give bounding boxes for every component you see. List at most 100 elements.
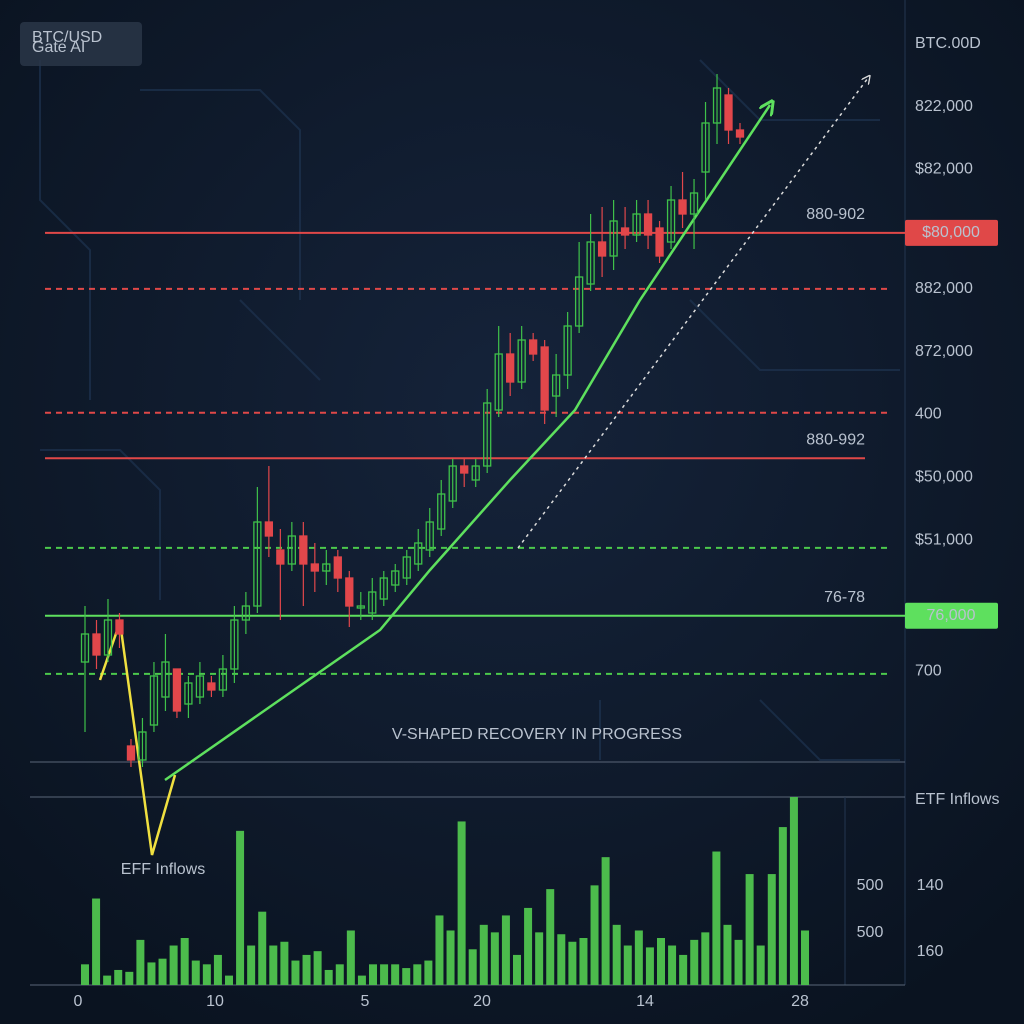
annotation: V-SHAPED RECOVERY IN PROGRESS — [392, 726, 682, 743]
inflow-bar — [202, 964, 211, 985]
candle-body — [333, 556, 342, 579]
level-label: 76-78 — [824, 589, 865, 606]
inflow-bar — [269, 945, 278, 985]
candle-body — [540, 346, 549, 411]
candle-body — [643, 213, 653, 236]
candle-body — [666, 199, 676, 243]
volume-axis-label: 140 — [917, 877, 944, 894]
grid — [30, 0, 906, 986]
x-tick-label: 20 — [473, 993, 491, 1010]
candle-body — [414, 542, 423, 565]
inflow-bar — [524, 907, 533, 985]
yellow-v-line — [98, 621, 177, 856]
candle-body — [597, 241, 607, 257]
candle-body — [218, 668, 228, 691]
y-tick-label: $51,000 — [915, 531, 973, 548]
y-tick-label: 882,000 — [915, 280, 973, 297]
inflow-bar — [557, 934, 566, 985]
candle-body — [103, 619, 113, 656]
candle-body — [195, 675, 205, 698]
candle-body — [655, 227, 664, 257]
candle-body — [483, 402, 492, 467]
candle-body — [115, 619, 124, 635]
inflow-bar — [125, 971, 134, 985]
candle-body — [701, 122, 710, 173]
inflow-bar — [136, 939, 145, 985]
candle-body — [287, 535, 296, 565]
inflow-bar — [413, 964, 422, 985]
y-tick-label: 700 — [915, 662, 942, 679]
y-tick-label: $82,000 — [915, 160, 973, 177]
level-label: 880-902 — [806, 206, 865, 223]
candle-body — [712, 87, 722, 124]
y-tick-label: $80,000 — [922, 224, 980, 241]
inflow-bar — [380, 964, 389, 985]
inflow-bar — [579, 938, 588, 985]
inflow-bar — [679, 954, 688, 985]
candle-body — [586, 241, 595, 285]
candle-body — [620, 227, 630, 236]
inflow-bar — [225, 975, 233, 985]
inflow-bar — [490, 932, 499, 985]
candle-body — [345, 577, 354, 607]
candle-body — [264, 521, 274, 537]
inflow-bar — [103, 975, 112, 985]
candle-body — [574, 276, 584, 327]
candle-body — [735, 129, 745, 138]
candle-body — [689, 192, 699, 215]
candle-body — [356, 605, 365, 609]
inflow-bar — [357, 975, 366, 985]
x-tick-label: 14 — [636, 993, 654, 1010]
candle-body — [678, 199, 687, 215]
inflow-bar — [247, 945, 256, 985]
inflow-bar — [601, 857, 610, 985]
candle-body — [126, 745, 136, 761]
inflow-bar — [634, 930, 643, 985]
inflow-bar — [258, 911, 267, 985]
candle-body — [391, 570, 400, 586]
inflow-bar — [690, 939, 699, 985]
candle-body — [425, 521, 434, 551]
inflow-bar — [446, 930, 455, 985]
inflow-bar — [158, 958, 167, 985]
inflow-bar — [657, 938, 665, 985]
inflow-bar — [313, 951, 322, 985]
candle-body — [161, 661, 170, 698]
candle-body — [437, 493, 446, 530]
candle-body — [322, 563, 331, 572]
inflow-bar — [391, 964, 400, 985]
inflow-bar — [114, 969, 123, 985]
inflow-bar — [568, 941, 577, 985]
trend-line — [164, 105, 770, 782]
candle-body — [494, 353, 503, 411]
inflow-bar — [612, 924, 621, 985]
candle-body — [471, 465, 480, 481]
inflow-bar — [479, 924, 488, 985]
inflow-bar — [546, 889, 555, 985]
candle-body — [230, 619, 239, 670]
candle-body — [80, 633, 90, 663]
level-label: 880-992 — [806, 432, 865, 449]
inflow-bar — [734, 939, 743, 985]
inflow-bar — [778, 827, 787, 985]
inflow-bar — [302, 954, 311, 985]
candle-body — [448, 465, 457, 502]
inflow-bar — [280, 941, 289, 985]
candle-body — [207, 682, 216, 691]
inflow-bar — [513, 954, 521, 985]
inflow-bar — [468, 949, 477, 985]
volume-axis-label: 500 — [857, 924, 884, 941]
candle-body — [92, 633, 101, 656]
inflow-bar — [767, 874, 776, 985]
inflow-bar — [801, 930, 809, 985]
inflow-bar — [712, 851, 721, 985]
inflow-bar — [723, 924, 732, 985]
candle-body — [368, 591, 377, 614]
x-tick-label: 10 — [206, 993, 224, 1010]
brand-box — [20, 22, 142, 66]
inflow-bar — [402, 968, 411, 985]
candle-body — [276, 549, 285, 565]
inflow-bar — [668, 945, 677, 985]
candle-body — [253, 521, 262, 607]
